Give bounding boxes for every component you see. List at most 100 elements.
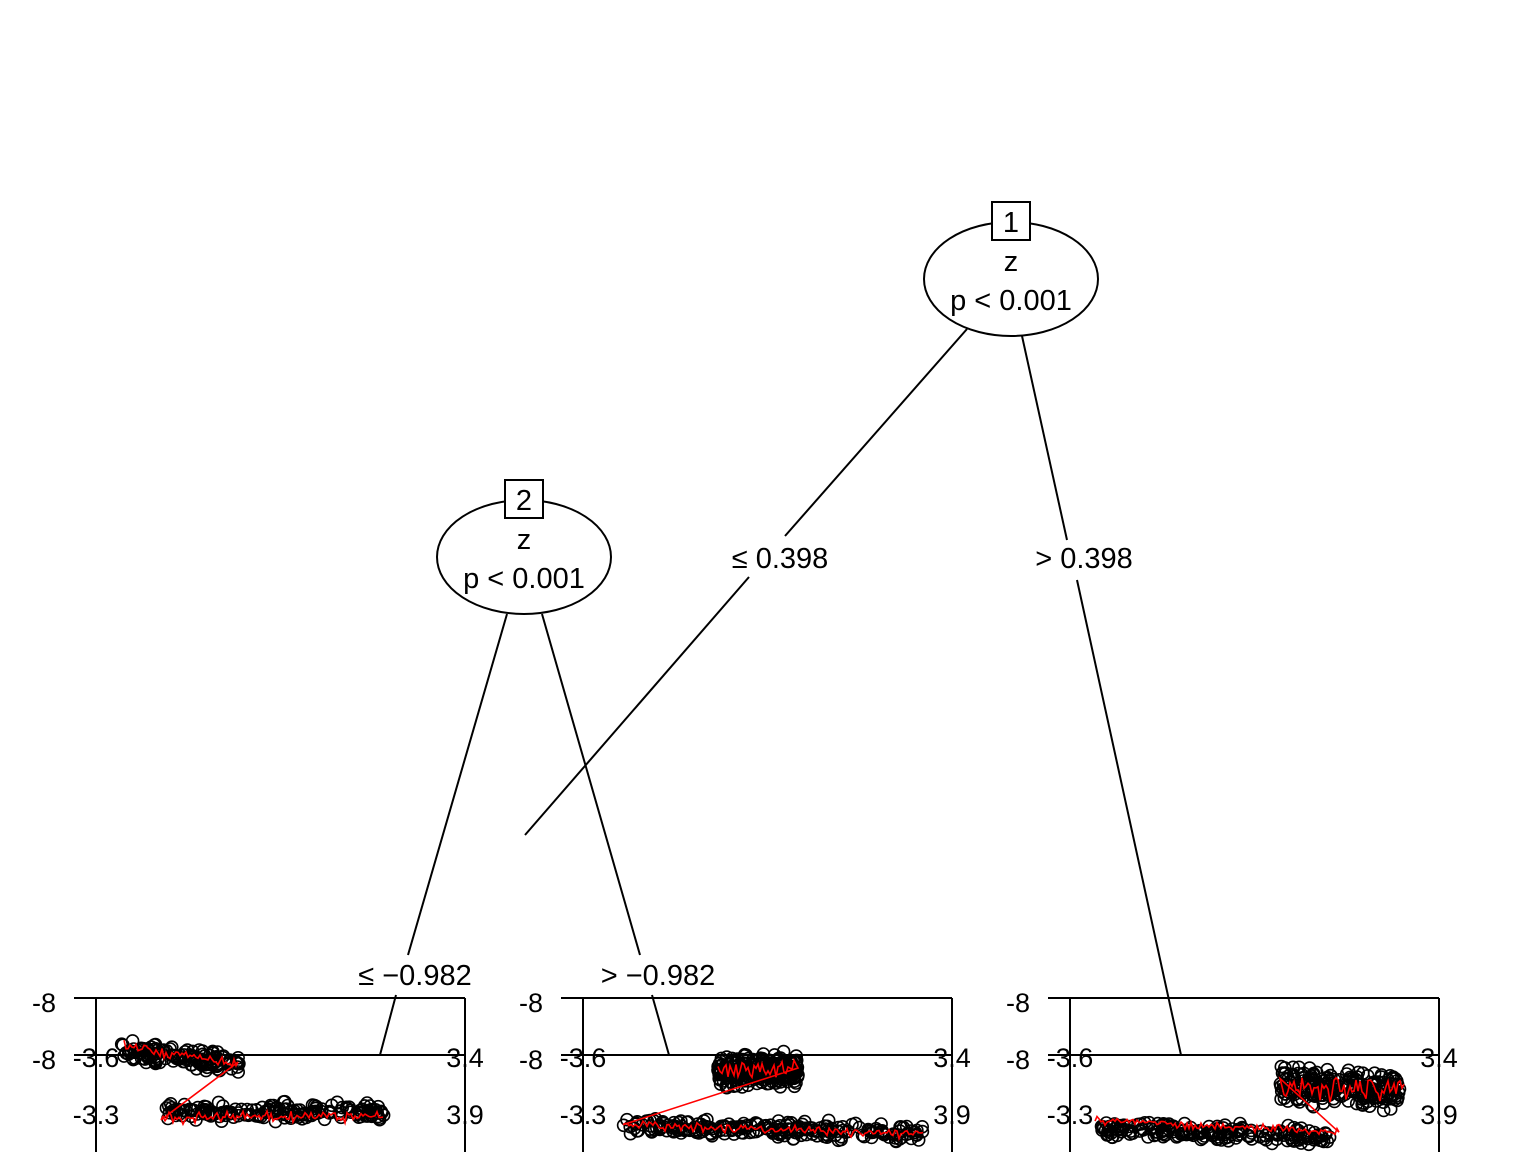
data-point (309, 1099, 324, 1114)
data-point (720, 1080, 734, 1095)
fit-line (622, 1057, 924, 1142)
node-2-pvalue: p < 0.001 (463, 563, 585, 595)
x-tick-label-right-2: 3.9 (933, 1100, 971, 1130)
data-point (630, 1124, 644, 1138)
x-tick-label-left: -3.6 (1047, 1043, 1094, 1073)
data-point (1290, 1091, 1305, 1106)
data-point (1390, 1093, 1404, 1108)
data-point (791, 1068, 805, 1082)
edge-2-to-leaf-2 (541, 613, 670, 1056)
inner-node-1: 1 z p < 0.001 (923, 201, 1099, 337)
node-2-variable: z (517, 524, 532, 556)
y-tick-label-mid: -8 (32, 1045, 56, 1075)
data-point (639, 1114, 654, 1128)
data-point (1147, 1128, 1162, 1143)
node-2-id-box (504, 479, 544, 519)
x-tick-label-right: 3.4 (1420, 1043, 1458, 1073)
data-point (620, 1112, 634, 1127)
edge-2-to-leaf-1 (379, 613, 508, 1056)
data-point (163, 1097, 178, 1111)
data-point (895, 1130, 909, 1145)
data-point (184, 1058, 198, 1072)
data-point (1274, 1125, 1289, 1140)
data-point (1274, 1059, 1289, 1074)
x-tick-label-left-2: -3.3 (73, 1100, 120, 1130)
data-point (131, 1046, 146, 1060)
data-point (280, 1098, 295, 1113)
data-point (1285, 1127, 1300, 1142)
data-point (162, 1105, 177, 1120)
data-point (1374, 1070, 1389, 1084)
node-1-id-box (991, 201, 1031, 241)
edge-1-to-2 (524, 328, 968, 836)
data-point (276, 1106, 291, 1120)
data-point (1117, 1119, 1132, 1134)
data-point (1258, 1128, 1273, 1143)
data-point (1214, 1133, 1229, 1147)
data-point (911, 1133, 926, 1147)
leaf-panel-3: -8 -8 -3.6 3.4 -3.3 3.9 (1006, 988, 1458, 1152)
x-tick-label-left: -3.6 (560, 1043, 607, 1073)
data-point (330, 1095, 344, 1110)
data-point (1288, 1083, 1303, 1097)
data-point (695, 1120, 710, 1135)
data-point (1127, 1119, 1142, 1133)
y-tick-label-top: -8 (1006, 988, 1030, 1018)
data-point (1105, 1130, 1120, 1145)
data-point (834, 1130, 849, 1144)
data-point (1179, 1127, 1194, 1142)
x-tick-label-right-2: 3.9 (446, 1100, 484, 1130)
data-point (734, 1119, 749, 1134)
data-point (776, 1122, 790, 1137)
data-point (683, 1123, 697, 1138)
data-point (672, 1115, 686, 1130)
data-point (1383, 1102, 1398, 1116)
data-point (1211, 1130, 1226, 1144)
data-point (195, 1044, 210, 1058)
data-point (266, 1098, 281, 1113)
data-point (753, 1051, 768, 1065)
scatter-points (1094, 1059, 1407, 1152)
data-point (732, 1054, 746, 1068)
data-point (177, 1097, 192, 1112)
data-point (176, 1103, 191, 1118)
data-point (714, 1054, 728, 1069)
data-point (1341, 1063, 1356, 1078)
node-2-id: 2 (516, 485, 532, 517)
data-point (1307, 1131, 1322, 1145)
data-point (147, 1042, 161, 1057)
node-1-pvalue: p < 0.001 (950, 285, 1072, 317)
data-point (1356, 1089, 1371, 1103)
data-point (821, 1113, 836, 1128)
fit-line (123, 1040, 384, 1127)
data-point (231, 1065, 245, 1079)
data-point (1244, 1132, 1259, 1146)
data-point (1119, 1123, 1134, 1137)
data-point (205, 1046, 220, 1060)
data-point (190, 1107, 205, 1121)
data-point (1302, 1061, 1317, 1075)
node-1-id: 1 (1003, 207, 1019, 239)
data-point (727, 1127, 741, 1141)
data-point (746, 1125, 760, 1139)
data-point (1154, 1125, 1169, 1139)
leaf-panel-2: -8 -8 -3.6 3.4 -3.3 3.9 (519, 988, 971, 1152)
x-tick-label-right: 3.4 (933, 1043, 971, 1073)
data-point (862, 1123, 877, 1138)
data-point (886, 1127, 901, 1141)
data-point (1376, 1103, 1391, 1118)
scatter-points (616, 1044, 930, 1149)
data-point (186, 1044, 200, 1059)
data-point (1313, 1088, 1328, 1102)
data-point (1320, 1070, 1335, 1085)
data-point (717, 1126, 732, 1141)
x-tick-label-right: 3.4 (446, 1043, 484, 1073)
x-tick-label-left-2: -3.3 (1047, 1100, 1094, 1130)
data-point (1141, 1130, 1155, 1144)
y-tick-label-top: -8 (519, 988, 543, 1018)
data-point (1153, 1119, 1167, 1133)
x-tick-label-left: -3.6 (73, 1043, 120, 1073)
inner-node-2: 2 z p < 0.001 (436, 479, 612, 615)
